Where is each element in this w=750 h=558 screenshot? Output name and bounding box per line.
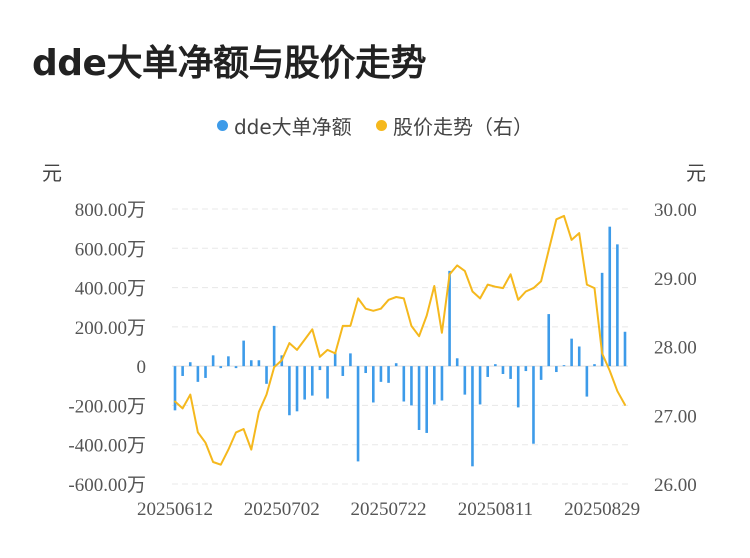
- dde-bar: [356, 366, 360, 462]
- dde-bar: [196, 366, 200, 382]
- right-axis-tick-label: 27.00: [654, 406, 697, 427]
- left-axis-tick-label: 200.00万: [75, 318, 146, 339]
- dde-bar: [364, 366, 367, 374]
- dde-bar: [318, 366, 322, 371]
- x-axis-tick-label: 20250612: [137, 499, 213, 520]
- dde-bar: [173, 366, 177, 411]
- dde-bar: [188, 362, 192, 367]
- dde-bar: [181, 366, 184, 376]
- dde-bar: [387, 366, 390, 383]
- dde-bar: [333, 352, 337, 367]
- dde-bar: [509, 366, 512, 379]
- x-axis-tick-label: 20250829: [564, 499, 640, 520]
- dde-bar: [463, 366, 467, 395]
- dde-bar: [448, 270, 451, 367]
- dde-bar: [303, 366, 306, 400]
- dde-bar: [455, 358, 459, 367]
- dde-bar: [433, 366, 436, 405]
- dde-bar: [539, 366, 543, 380]
- price-series-line: [174, 214, 626, 466]
- chart-legend: dde大单净额 股价走势（右）: [0, 111, 750, 140]
- dde-bar: [608, 226, 612, 367]
- dde-bar: [265, 366, 268, 384]
- x-axis-tick-label: 20250722: [351, 499, 427, 520]
- dde-bar: [585, 366, 589, 397]
- dde-bar: [417, 366, 421, 430]
- left-axis-tick-label: 600.00万: [75, 239, 146, 260]
- dde-bar: [532, 366, 535, 444]
- left-axis-tick-label: 0: [137, 357, 147, 378]
- dde-bar: [516, 366, 520, 408]
- x-axis-tick-label: 20250702: [244, 499, 320, 520]
- dde-bar: [211, 355, 215, 367]
- dde-bar: [372, 366, 375, 403]
- left-axis-tick-label: 800.00万: [75, 200, 146, 221]
- dde-bar: [204, 366, 207, 378]
- dde-bar: [425, 366, 428, 433]
- page-title: dde大单净额与股价走势: [32, 43, 426, 84]
- dde-bar: [501, 366, 505, 374]
- dde-bar: [219, 366, 223, 369]
- dde-bar: [379, 366, 383, 382]
- right-axis-unit: 元: [686, 161, 706, 185]
- dde-bar: [272, 325, 276, 367]
- dde-bar: [623, 331, 627, 367]
- legend-label-price: 股价走势（右）: [393, 115, 534, 139]
- left-axis-tick-label: -600.00万: [68, 475, 146, 496]
- dde-bar: [471, 366, 474, 467]
- right-axis-tick-label: 26.00: [654, 475, 697, 496]
- dde-bar: [310, 366, 314, 396]
- dde-bar: [524, 366, 528, 372]
- legend-dot-dde-icon: [216, 120, 228, 131]
- left-axis-tick-label: -200.00万: [68, 396, 146, 417]
- legend-item-price[interactable]: 股价走势（右）: [376, 111, 533, 140]
- dde-bar: [486, 366, 490, 377]
- dde-bar: [234, 366, 238, 369]
- dde-bar: [227, 356, 230, 367]
- dde-bar: [562, 365, 566, 367]
- dde-bar: [478, 366, 482, 405]
- dde-bar: [326, 366, 329, 399]
- dde-bar: [257, 360, 261, 367]
- right-axis-tick-label: 28.00: [654, 338, 697, 359]
- dde-bar: [570, 338, 573, 367]
- legend-dot-price-icon: [376, 120, 388, 131]
- left-axis-tick-label: 400.00万: [75, 279, 146, 300]
- left-axis-unit: 元: [42, 161, 62, 185]
- dde-bar: [616, 244, 619, 367]
- dde-bar: [555, 366, 558, 373]
- dde-bar: [600, 272, 604, 367]
- dde-bar: [249, 360, 253, 367]
- dde-bar: [410, 366, 413, 406]
- dde-bar: [295, 366, 299, 412]
- dde-bar: [593, 364, 596, 367]
- dde-bar: [440, 366, 444, 401]
- legend-label-dde: dde大单净额: [233, 115, 352, 139]
- right-axis-tick-label: 30.00: [654, 200, 697, 221]
- left-axis-tick-label: -400.00万: [68, 436, 146, 457]
- right-axis-tick-label: 29.00: [654, 269, 697, 290]
- dde-bar: [577, 346, 581, 367]
- dde-bar: [242, 340, 245, 367]
- x-axis-tick-label: 20250811: [458, 499, 533, 520]
- dde-bar: [394, 363, 398, 367]
- dde-bar: [494, 364, 497, 367]
- dde-bar: [547, 314, 551, 367]
- dde-bar: [341, 366, 345, 376]
- dde-bar: [402, 366, 406, 402]
- legend-item-dde[interactable]: dde大单净额: [216, 111, 352, 140]
- dde-bar: [349, 353, 352, 367]
- dde-bar: [288, 366, 291, 416]
